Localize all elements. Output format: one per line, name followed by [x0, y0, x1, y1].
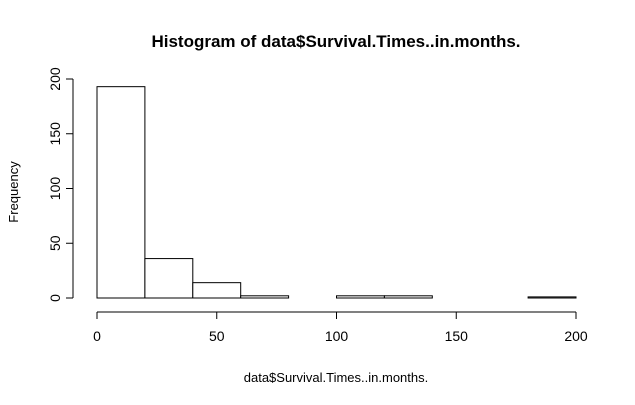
y-tick-label: 200	[47, 67, 63, 91]
x-tick-label: 50	[209, 328, 225, 344]
histogram-bar	[383, 295, 433, 299]
histogram-bar	[144, 258, 194, 299]
x-ticks: 0 50 100 150 200	[93, 312, 588, 344]
y-tick-label: 100	[47, 177, 63, 201]
x-axis-label: data$Survival.Times..in.months.	[244, 370, 428, 385]
y-tick-label: 150	[47, 122, 63, 146]
x-tick-label: 0	[93, 328, 101, 344]
y-axis-label: Frequency	[6, 161, 21, 223]
histogram-bar	[240, 295, 290, 299]
y-axis: 0 50 100 150 200	[47, 67, 74, 302]
x-tick-label: 150	[445, 328, 469, 344]
bars-group	[96, 86, 577, 299]
y-ticks: 0 50 100 150 200	[47, 67, 73, 302]
x-tick-label: 200	[564, 328, 588, 344]
histogram-bar	[192, 282, 242, 299]
histogram-bar	[336, 295, 385, 299]
x-axis: 0 50 100 150 200	[93, 311, 588, 344]
chart-title: Histogram of data$Survival.Times..in.mon…	[151, 32, 520, 51]
x-tick-label: 100	[325, 328, 349, 344]
y-tick-label: 0	[47, 294, 63, 302]
y-tick-label: 50	[47, 235, 63, 251]
histogram-bar	[96, 86, 146, 299]
histogram-bar	[527, 296, 577, 299]
